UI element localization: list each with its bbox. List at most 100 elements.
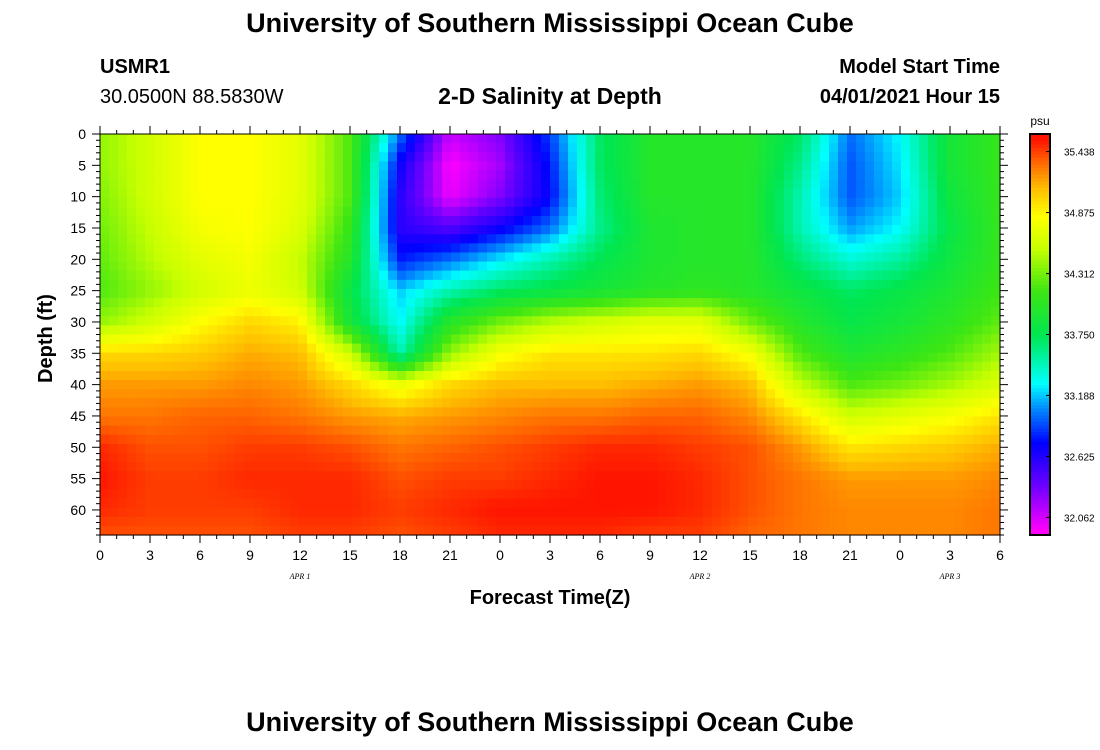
heatmap-cell xyxy=(559,489,569,500)
heatmap-cell xyxy=(721,389,731,399)
heatmap-cell xyxy=(919,288,929,299)
heatmap-cell xyxy=(856,188,866,199)
heatmap-cell xyxy=(172,225,182,235)
heatmap-cell xyxy=(973,352,983,363)
heatmap-cell xyxy=(568,243,578,254)
heatmap-cell xyxy=(118,225,128,235)
heatmap-cell xyxy=(514,216,524,226)
heatmap-cell xyxy=(406,516,416,527)
heatmap-cell xyxy=(163,507,173,518)
heatmap-cell xyxy=(316,216,326,226)
heatmap-cell xyxy=(613,462,623,472)
heatmap-cell xyxy=(280,179,290,190)
heatmap-cell xyxy=(991,325,1001,336)
heatmap-cell xyxy=(865,416,875,427)
colorbar-swatch xyxy=(1030,240,1050,245)
heatmap-cell xyxy=(550,416,560,427)
heatmap-cell xyxy=(973,416,983,427)
heatmap-cell xyxy=(586,480,596,491)
heatmap-cell xyxy=(316,443,326,454)
heatmap-cell xyxy=(262,452,272,463)
heatmap-cell xyxy=(802,389,812,399)
heatmap-cell xyxy=(172,462,182,472)
heatmap-cell xyxy=(757,380,767,390)
heatmap-cell xyxy=(586,316,596,326)
heatmap-cell xyxy=(352,471,362,481)
heatmap-cell xyxy=(523,270,533,281)
heatmap-cell xyxy=(982,188,992,199)
heatmap-cell xyxy=(154,398,164,409)
heatmap-cell xyxy=(406,325,416,336)
heatmap-cell xyxy=(721,407,731,418)
heatmap-cell xyxy=(631,471,641,481)
heatmap-cell xyxy=(703,471,713,481)
heatmap-cell xyxy=(235,498,245,509)
heatmap-cell xyxy=(154,407,164,418)
heatmap-cell xyxy=(982,361,992,372)
heatmap-cell xyxy=(838,298,848,308)
heatmap-cell xyxy=(415,234,425,244)
heatmap-cell xyxy=(802,416,812,427)
heatmap-cell xyxy=(721,188,731,199)
heatmap-cell xyxy=(442,206,452,217)
heatmap-cell xyxy=(451,216,461,226)
heatmap-cell xyxy=(226,425,236,436)
heatmap-cell xyxy=(172,316,182,326)
heatmap-cell xyxy=(217,179,227,190)
heatmap-cell xyxy=(703,398,713,409)
heatmap-cell xyxy=(109,316,119,326)
heatmap-cell xyxy=(595,225,605,235)
x-tick-label: 3 xyxy=(546,547,554,563)
heatmap-cell xyxy=(199,252,209,263)
heatmap-cell xyxy=(838,316,848,326)
heatmap-cell xyxy=(334,234,344,244)
heatmap-cell xyxy=(586,188,596,199)
colorbar-swatch xyxy=(1030,144,1050,148)
heatmap-cell xyxy=(685,525,695,536)
heatmap-cell xyxy=(586,434,596,445)
heatmap-cell xyxy=(766,516,776,527)
heatmap-cell xyxy=(244,480,254,491)
heatmap-cell xyxy=(568,334,578,345)
heatmap-cell xyxy=(406,389,416,399)
heatmap-cell xyxy=(370,489,380,500)
heatmap-cell xyxy=(460,480,470,491)
heatmap-cell xyxy=(505,170,515,181)
heatmap-cell xyxy=(991,498,1001,509)
heatmap-cell xyxy=(919,507,929,518)
heatmap-cell xyxy=(523,307,533,317)
colorbar-swatch xyxy=(1030,301,1050,306)
heatmap-cell xyxy=(883,325,893,336)
heatmap-cell xyxy=(208,398,218,409)
heatmap-cell xyxy=(937,197,947,208)
heatmap-cell xyxy=(469,298,479,308)
heatmap-cell xyxy=(919,298,929,308)
heatmap-cell xyxy=(550,252,560,263)
heatmap-cell xyxy=(298,443,308,454)
heatmap-cell xyxy=(532,134,542,144)
heatmap-cell xyxy=(865,380,875,390)
heatmap-cell xyxy=(694,416,704,427)
heatmap-cell xyxy=(856,152,866,162)
heatmap-cell xyxy=(487,243,497,254)
heatmap-cell xyxy=(154,462,164,472)
heatmap-cell xyxy=(208,407,218,418)
heatmap-cell xyxy=(964,462,974,472)
heatmap-cell xyxy=(514,170,524,181)
heatmap-cell xyxy=(658,525,668,536)
heatmap-cell xyxy=(775,279,785,290)
heatmap-cell xyxy=(343,206,353,217)
heatmap-cell xyxy=(748,134,758,144)
heatmap-cell xyxy=(487,480,497,491)
heatmap-cell xyxy=(361,507,371,518)
heatmap-cell xyxy=(658,298,668,308)
heatmap-cell xyxy=(262,188,272,199)
heatmap-cell xyxy=(487,352,497,363)
heatmap-cell xyxy=(397,343,407,354)
heatmap-cell xyxy=(442,507,452,518)
colorbar-swatch xyxy=(1030,157,1050,162)
heatmap-cell xyxy=(748,416,758,427)
heatmap-cell xyxy=(613,216,623,226)
heatmap-cell xyxy=(325,152,335,162)
heatmap-cell xyxy=(649,307,659,317)
